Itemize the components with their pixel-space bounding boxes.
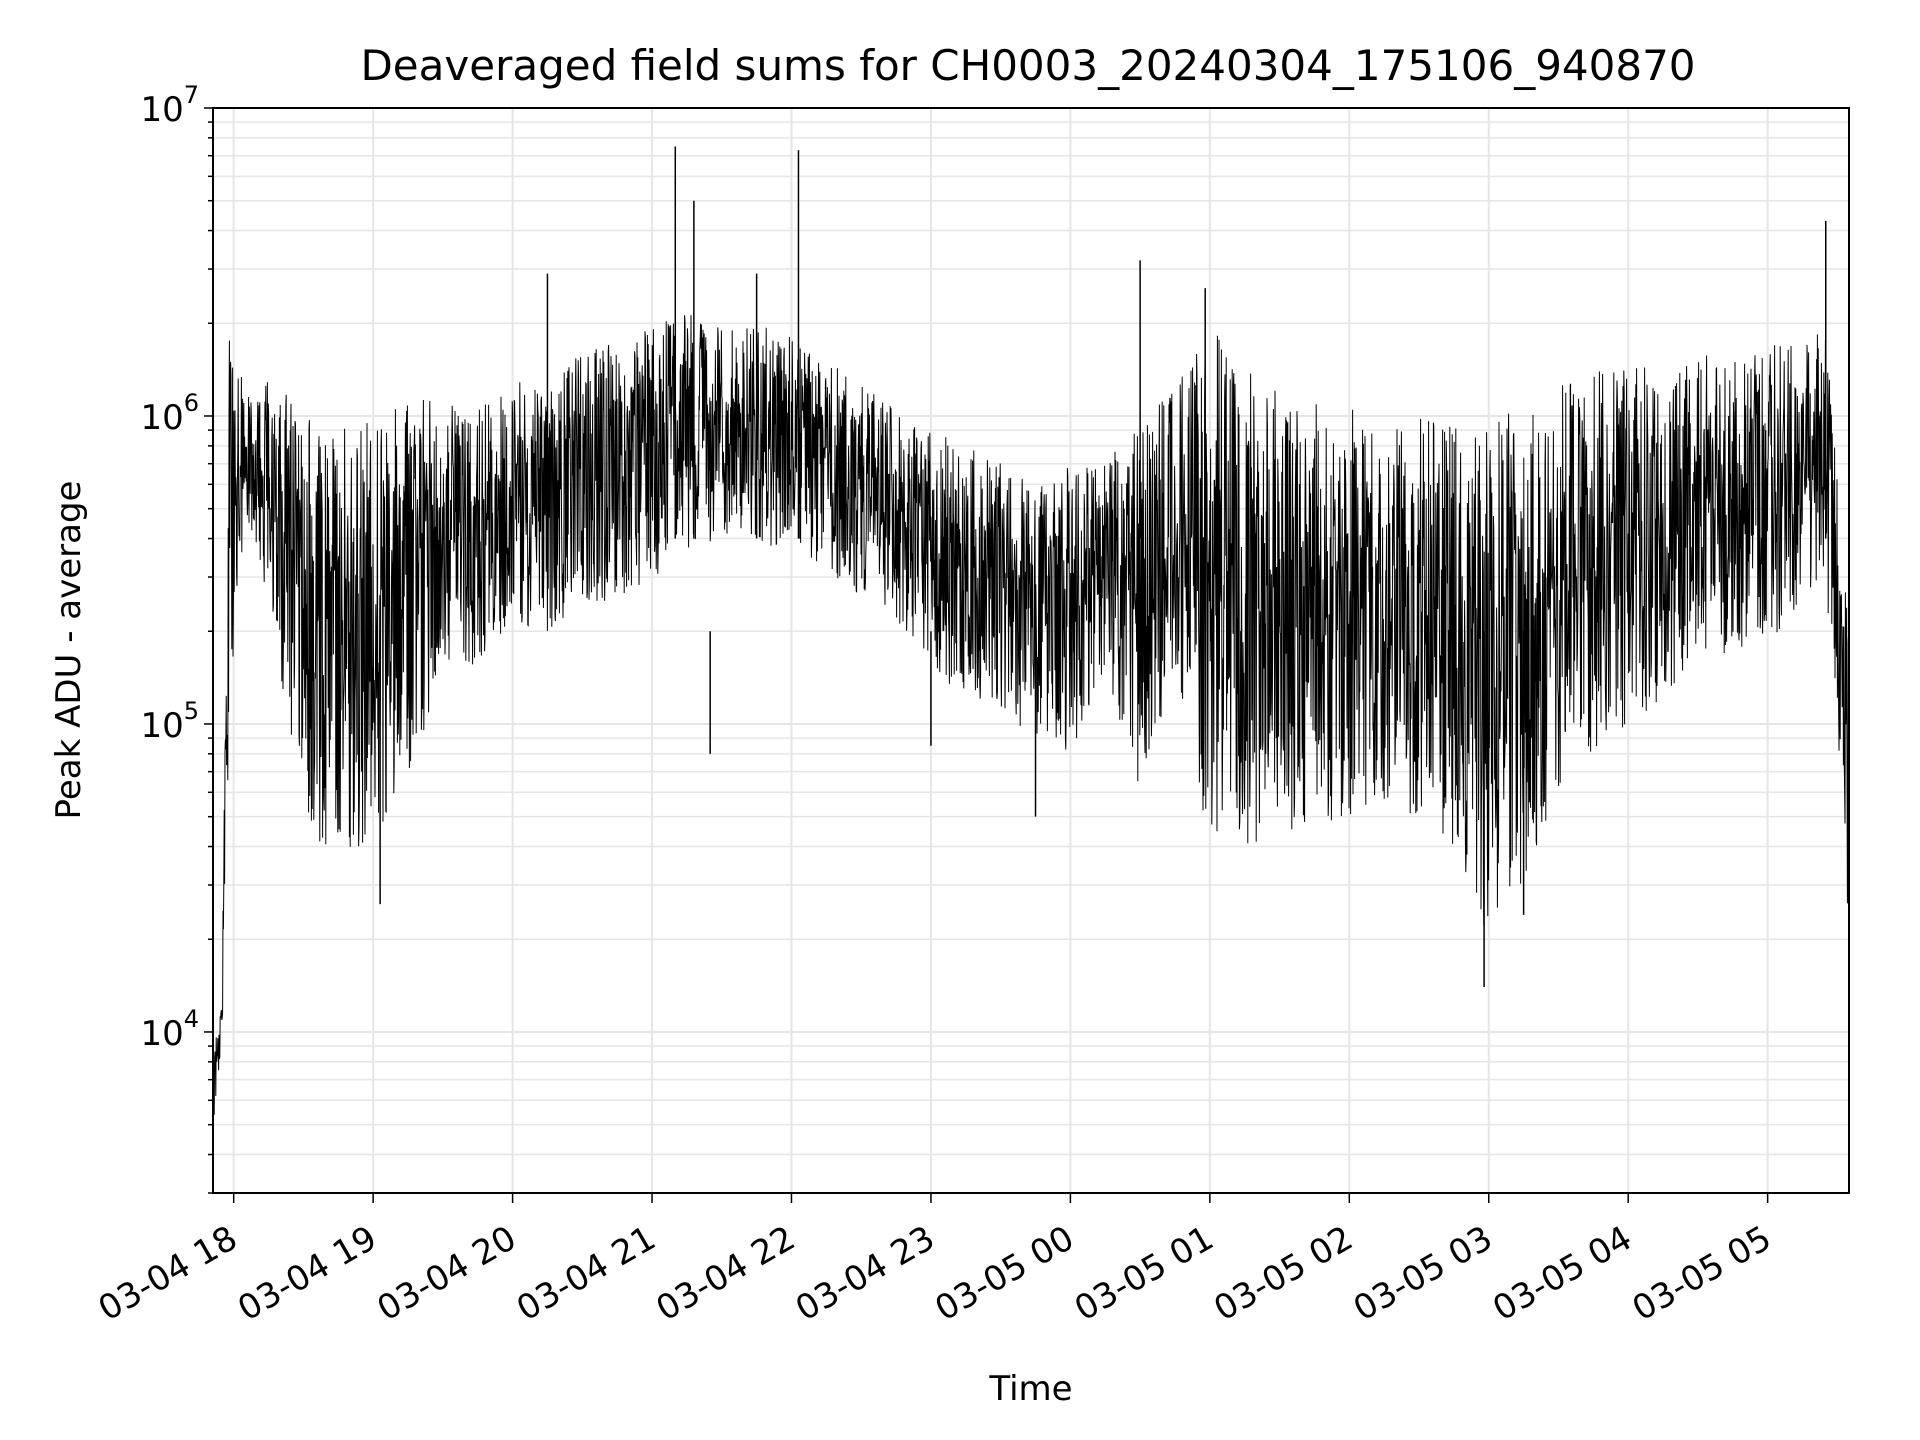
plot-area [212, 146, 1850, 1118]
x-tick-label: 03-04 23 [789, 1218, 941, 1329]
x-tick-label: 03-04 19 [231, 1218, 383, 1329]
grid [213, 107, 1849, 1194]
x-tick-label: 03-05 02 [1207, 1218, 1359, 1329]
y-axis-label: Peak ADU - average [49, 481, 89, 820]
x-tick-label: 03-04 18 [92, 1218, 244, 1329]
x-axis-label: Time [988, 1369, 1072, 1409]
x-tick-label: 03-04 20 [371, 1218, 523, 1329]
x-tick-label: 03-05 04 [1486, 1218, 1638, 1329]
x-tick-label: 03-05 05 [1626, 1218, 1778, 1329]
chart-title: Deaveraged field sums for CH0003_2024030… [360, 41, 1695, 90]
y-tick-label: 106 [140, 389, 199, 438]
x-tick-label: 03-04 21 [510, 1218, 662, 1329]
y-tick-label: 105 [140, 697, 199, 746]
axes-frame [212, 107, 1850, 1194]
x-tick-label: 03-04 22 [650, 1218, 802, 1329]
y-tick-label: 104 [140, 1005, 199, 1054]
x-tick-label: 03-05 03 [1347, 1218, 1499, 1329]
series-line [212, 315, 1850, 1118]
x-tick-label: 03-05 01 [1068, 1218, 1220, 1329]
y-axis: 104 105 106 107 [140, 81, 213, 1194]
y-tick-label: 107 [140, 81, 199, 130]
x-tick-label: 03-05 00 [929, 1218, 1081, 1329]
